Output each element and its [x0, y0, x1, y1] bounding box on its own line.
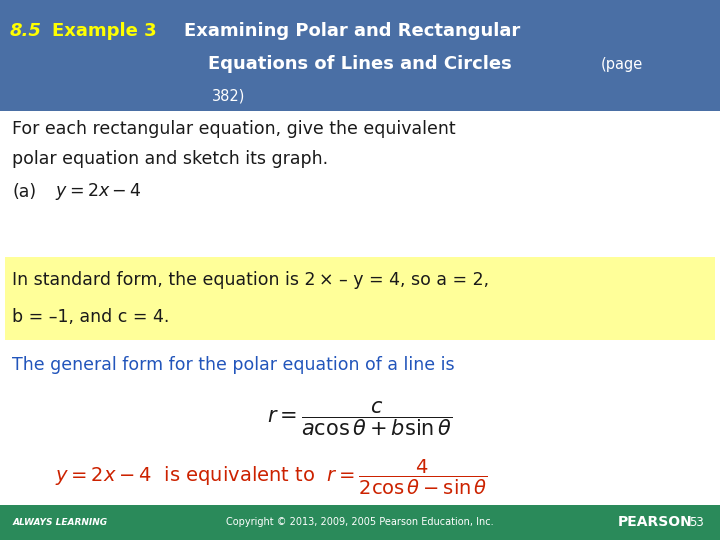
Text: (page: (page — [601, 57, 644, 72]
Text: $y = 2x - 4$: $y = 2x - 4$ — [55, 181, 142, 202]
Text: 53: 53 — [690, 516, 704, 529]
Text: (a): (a) — [12, 183, 37, 201]
Text: Copyright © 2013, 2009, 2005 Pearson Education, Inc.: Copyright © 2013, 2009, 2005 Pearson Edu… — [226, 517, 494, 528]
Bar — [0, 0, 720, 111]
Text: For each rectangular equation, give the equivalent: For each rectangular equation, give the … — [12, 119, 456, 138]
Text: b = –1, and c = 4.: b = –1, and c = 4. — [12, 308, 170, 326]
Text: 8.5: 8.5 — [10, 22, 42, 40]
Text: Equations of Lines and Circles: Equations of Lines and Circles — [208, 55, 512, 73]
Text: $r = \dfrac{c}{a\cos\theta + b\sin\theta}$: $r = \dfrac{c}{a\cos\theta + b\sin\theta… — [267, 399, 453, 438]
Text: ALWAYS LEARNING: ALWAYS LEARNING — [12, 518, 107, 527]
Text: In standard form, the equation is 2 × – y = 4, so a = 2,: In standard form, the equation is 2 × – … — [12, 271, 490, 289]
Text: PEARSON: PEARSON — [618, 516, 693, 529]
Bar — [0, 505, 720, 540]
Text: Examining Polar and Rectangular: Examining Polar and Rectangular — [184, 22, 520, 40]
Text: $y = 2x - 4$  is equivalent to  $r = \dfrac{4}{2\cos\theta - \sin\theta}$: $y = 2x - 4$ is equivalent to $r = \dfra… — [55, 458, 488, 497]
Bar — [5, 256, 715, 340]
Text: 382): 382) — [212, 89, 246, 104]
Text: polar equation and sketch its graph.: polar equation and sketch its graph. — [12, 150, 328, 168]
Text: The general form for the polar equation of a line is: The general form for the polar equation … — [12, 355, 455, 374]
Text: Example 3: Example 3 — [52, 22, 156, 40]
